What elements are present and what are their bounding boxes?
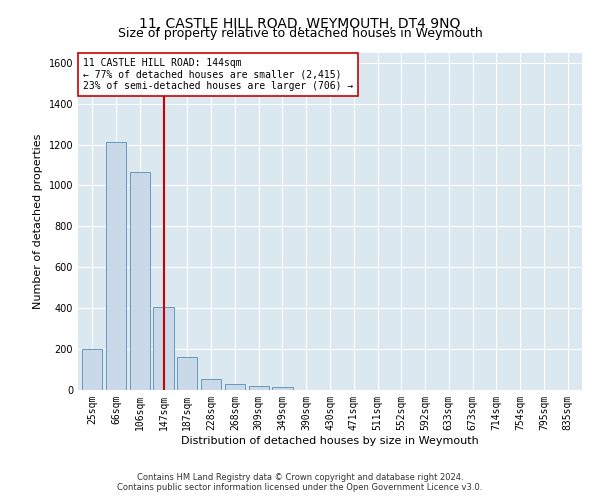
Bar xyxy=(154,307,173,390)
Y-axis label: Number of detached properties: Number of detached properties xyxy=(33,134,43,309)
Bar xyxy=(201,379,221,390)
Bar xyxy=(272,388,293,390)
Text: Size of property relative to detached houses in Weymouth: Size of property relative to detached ho… xyxy=(118,28,482,40)
Text: 11 CASTLE HILL ROAD: 144sqm
← 77% of detached houses are smaller (2,415)
23% of : 11 CASTLE HILL ROAD: 144sqm ← 77% of det… xyxy=(83,58,353,91)
Bar xyxy=(130,172,150,390)
Bar xyxy=(82,349,103,390)
Text: Contains HM Land Registry data © Crown copyright and database right 2024.
Contai: Contains HM Land Registry data © Crown c… xyxy=(118,473,482,492)
Bar xyxy=(106,142,126,390)
Bar xyxy=(248,386,269,390)
Bar xyxy=(177,358,197,390)
Bar xyxy=(225,384,245,390)
Text: 11, CASTLE HILL ROAD, WEYMOUTH, DT4 9NQ: 11, CASTLE HILL ROAD, WEYMOUTH, DT4 9NQ xyxy=(139,18,461,32)
X-axis label: Distribution of detached houses by size in Weymouth: Distribution of detached houses by size … xyxy=(181,436,479,446)
